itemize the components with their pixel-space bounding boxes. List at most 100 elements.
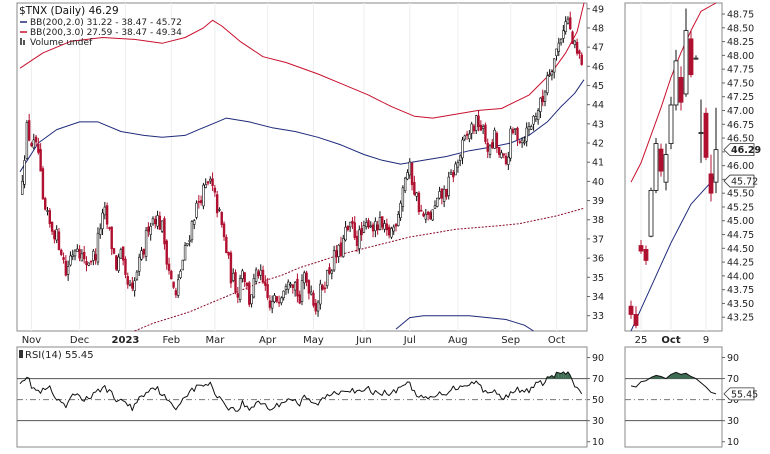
main-candle-body [225,237,227,253]
main-candle-body [358,230,360,249]
main-candle-body [193,221,195,225]
main-candle-body [102,213,104,229]
main-candle-body [74,251,76,256]
zoom-candle-body [634,314,638,325]
zoom-y-tick-label: 45.25 [727,202,754,213]
main-x-month-label: Dec [70,335,89,346]
main-chart-title: $TNX (Daily) 46.29 [19,5,119,17]
main-candle-body [338,245,340,256]
rsi-zoom-y-tick-label: 10 [727,437,739,448]
main-y-tick-label: 39 [592,196,604,207]
main-candle-body [560,39,562,43]
zoom-y-tick-label: 48.25 [727,37,754,48]
main-y-tick-label: 41 [592,158,604,169]
main-candle-body [400,203,402,217]
main-candle-body [579,51,581,54]
main-candle-body [168,264,170,270]
rsi-zoom-y-tick-label: 70 [727,374,739,385]
main-candle-body [212,179,214,186]
zoom-y-tick-label: 48.75 [727,10,754,21]
main-candle-body [368,220,370,227]
main-y-tick-label: 34 [592,292,604,303]
main-x-month-label: Nov [22,335,42,346]
main-candle-body [317,302,319,311]
main-candle-body [154,219,156,223]
main-candle-body [255,270,257,281]
zoom-y-tick-label: 44.75 [727,230,754,241]
main-candle-body [526,128,528,141]
main-candle-body [402,188,404,207]
zoom-y-tick-label: 48.50 [727,23,754,34]
main-candle-body [60,250,62,254]
zoom-y-tick-label: 47.75 [727,65,754,76]
main-candle-body [287,282,289,289]
main-candle-body [90,261,92,262]
main-candle-body [81,254,83,261]
zoom-candle-body [679,77,683,102]
main-candle-body [285,287,287,290]
main-candle-body [315,303,317,311]
zoom-candle-body [664,155,668,183]
main-candle-body [503,154,505,155]
main-candle-body [521,140,523,143]
main-candle-body [95,254,97,260]
main-candle-body [303,273,305,283]
main-candle-body [40,149,42,171]
main-candle-body [115,256,117,270]
main-candle-body [161,221,163,231]
main-candle-body [455,164,457,175]
main-candle-body [326,270,328,285]
main-candle-body [189,240,191,241]
main-candle-body [535,116,537,119]
main-y-tick-label: 47 [592,43,604,54]
main-y-tick-label: 40 [592,177,604,188]
main-candle-body [448,177,450,195]
main-candle-body [395,224,397,226]
main-candle-body [475,116,477,131]
main-candle-body [546,76,548,93]
main-candle-body [99,229,101,235]
main-candle-body [72,255,74,256]
main-candle-body [21,181,23,194]
main-candle-body [246,283,248,286]
main-candle-body [166,241,168,264]
main-candle-body [485,125,487,142]
main-candle-body [519,142,521,143]
main-candle-body [487,143,489,151]
main-candle-body [150,226,152,234]
main-candle-body [313,293,315,305]
main-candle-body [510,129,512,158]
main-candle-body [464,136,466,139]
main-candle-body [251,295,253,304]
main-x-month-label: Feb [162,335,180,346]
zoom-candle-body [654,144,658,191]
main-candle-body [418,193,420,212]
zoom-y-tick-label: 43.50 [727,299,754,310]
main-y-tick-label: 49 [592,4,604,15]
main-candle-body [393,227,395,231]
main-candle-body [207,182,209,184]
main-candle-body [420,210,422,211]
main-candle-body [141,251,143,260]
main-candle-body [131,283,133,288]
main-candle-body [446,189,448,197]
main-candle-body [219,209,221,210]
main-candle-body [340,243,342,256]
main-candle-body [478,116,480,127]
main-candle-body [329,268,331,274]
legend-entry-label: Volume undef [30,38,93,48]
main-candle-body [349,222,351,227]
zoom-y-tick-label: 47.25 [727,92,754,103]
main-candle-body [92,251,94,260]
main-candle-body [35,137,37,142]
main-candle-body [574,41,576,45]
main-candle-body [409,162,411,175]
main-y-tick-label: 45 [592,81,604,92]
main-candle-body [44,198,46,209]
main-candle-body [260,270,262,275]
main-candle-body [352,221,354,223]
main-candle-body [191,221,193,239]
main-candle-body [386,224,388,230]
main-candle-body [537,111,539,120]
main-candle-body [558,43,560,51]
